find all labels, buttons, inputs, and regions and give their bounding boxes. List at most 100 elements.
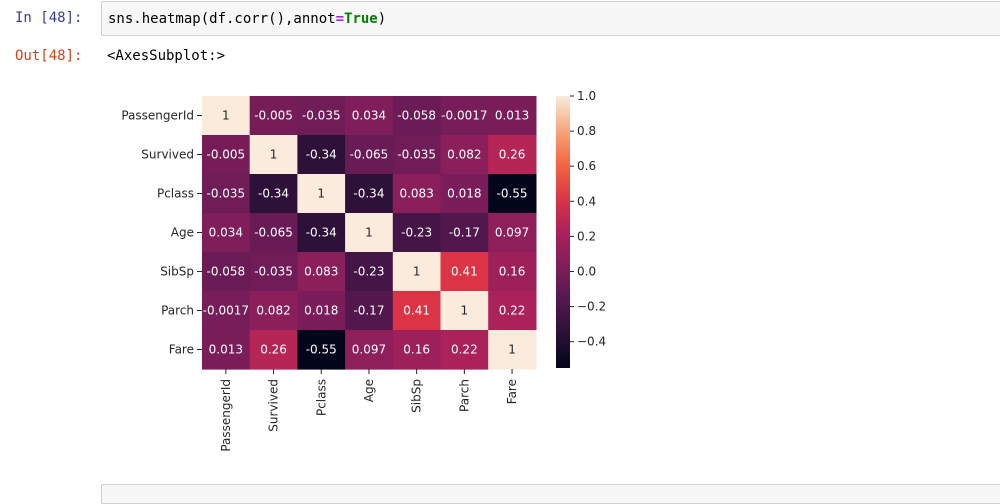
colorbar-tick-label: 0.6 (577, 159, 596, 173)
heatmap-cell (202, 96, 251, 136)
cell-annotation: -0.17 (449, 226, 480, 240)
cell-annotation: -0.17 (353, 304, 384, 318)
heatmap-cell (440, 252, 489, 292)
cell-annotation: -0.035 (254, 265, 293, 279)
heatmap-cell (440, 330, 489, 370)
cell-annotation: 1 (270, 148, 278, 162)
cell-annotation: -0.55 (306, 343, 337, 357)
cell-annotation: 0.097 (352, 343, 386, 357)
cell-annotation: 1 (508, 343, 516, 357)
heatmap-cell (488, 174, 537, 214)
cell-annotation: -0.035 (302, 109, 341, 123)
column-label: Age (362, 379, 376, 402)
cell-annotation: 0.41 (403, 304, 430, 318)
cell-annotation: -0.34 (306, 226, 337, 240)
heatmap-cell (392, 252, 442, 292)
cell-annotation: 0.034 (209, 226, 243, 240)
heatmap-cell (297, 213, 346, 253)
cell-annotation: -0.23 (401, 226, 432, 240)
code-keyword: True (344, 11, 378, 27)
cell-annotation: 0.22 (451, 343, 478, 357)
row-label: SibSp (160, 265, 194, 279)
heatmap-cell (249, 96, 298, 136)
code-part-1: sns.heatmap(df.corr(),annot (108, 11, 336, 27)
heatmap-cell (249, 291, 298, 331)
cell-annotation: 1 (222, 109, 230, 123)
row-label: Age (171, 226, 194, 240)
heatmap-cell (202, 330, 251, 370)
code-editor[interactable]: sns.heatmap(df.corr(),annot=True) (101, 1, 1000, 36)
heatmap-cell (488, 252, 537, 292)
cell-annotation: 0.26 (260, 343, 287, 357)
cell-annotation: 0.26 (499, 148, 526, 162)
row-label: Parch (161, 304, 194, 318)
heatmap-cell (440, 291, 489, 331)
heatmap-cell (392, 96, 442, 136)
cell-annotation: 0.16 (403, 343, 430, 357)
cell-annotation: -0.058 (207, 265, 246, 279)
heatmap-cell (488, 135, 537, 175)
cell-annotation: -0.0017 (203, 304, 249, 318)
heatmap-cell (202, 135, 251, 175)
cell-annotation: 0.034 (352, 109, 386, 123)
input-prompt: In [48]: (15, 10, 83, 26)
colorbar-tick-label: −0.2 (577, 300, 606, 314)
colorbar-tick-label: −0.4 (577, 335, 606, 349)
row-label: Fare (169, 343, 194, 357)
cell-annotation: -0.035 (207, 187, 246, 201)
column-label: PassengerId (219, 379, 233, 452)
cell-annotation: 0.41 (451, 265, 478, 279)
heatmap-cell (345, 96, 394, 136)
heatmap-cell (488, 330, 537, 370)
heatmap-cell (392, 291, 442, 331)
cell-annotation: 0.083 (399, 187, 433, 201)
cell-annotation: 0.018 (447, 187, 481, 201)
heatmap-cell (202, 213, 251, 253)
heatmap-cell (392, 330, 442, 370)
heatmap-cell (488, 291, 537, 331)
colorbar-tick-label: 0.8 (577, 124, 596, 138)
cell-annotation: -0.0017 (441, 109, 487, 123)
output-prompt: Out[48]: (15, 48, 83, 64)
heatmap-cell (345, 330, 394, 370)
heatmap-cell (249, 252, 298, 292)
column-label: Pclass (314, 379, 328, 416)
cell-annotation: 0.013 (495, 109, 529, 123)
heatmap-cell (202, 291, 251, 331)
next-input-cell[interactable] (101, 484, 1000, 504)
heatmap-cell (297, 252, 346, 292)
input-cell[interactable]: In [48]: sns.heatmap(df.corr(),annot=Tru… (0, 0, 1000, 40)
cell-annotation: 0.22 (499, 304, 526, 318)
heatmap-cell (249, 213, 298, 253)
heatmap-cell (440, 213, 489, 253)
cell-annotation: 0.16 (499, 265, 526, 279)
colorbar-tick-label: 1.0 (577, 89, 596, 103)
heatmap-cell (345, 252, 394, 292)
code-part-2: ) (377, 11, 387, 27)
cell-annotation: 0.018 (304, 304, 338, 318)
heatmap-cell (202, 252, 251, 292)
column-label: Parch (457, 379, 471, 412)
heatmap-cell (202, 174, 251, 214)
cell-annotation: 1 (317, 187, 325, 201)
column-label: SibSp (410, 379, 424, 413)
cell-annotation: 0.082 (447, 148, 481, 162)
cell-annotation: 0.082 (256, 304, 290, 318)
cell-annotation: 0.013 (209, 343, 243, 357)
heatmap-cell (297, 330, 346, 370)
column-label: Fare (505, 379, 519, 404)
heatmap-cell (249, 135, 298, 175)
column-label: Survived (267, 379, 281, 432)
heatmap-cell (392, 174, 442, 214)
heatmap-cell (440, 135, 489, 175)
colorbar (556, 96, 570, 368)
heatmap-cell (488, 96, 537, 136)
code-line: sns.heatmap(df.corr(),annot=True) (108, 11, 386, 28)
heatmap-cell (488, 213, 537, 253)
heatmap-cell (440, 174, 489, 214)
heatmap-cell (345, 213, 394, 253)
heatmap-cell (297, 174, 346, 214)
cell-annotation: -0.55 (497, 187, 528, 201)
cell-annotation: -0.34 (353, 187, 384, 201)
heatmap-cell (392, 213, 442, 253)
